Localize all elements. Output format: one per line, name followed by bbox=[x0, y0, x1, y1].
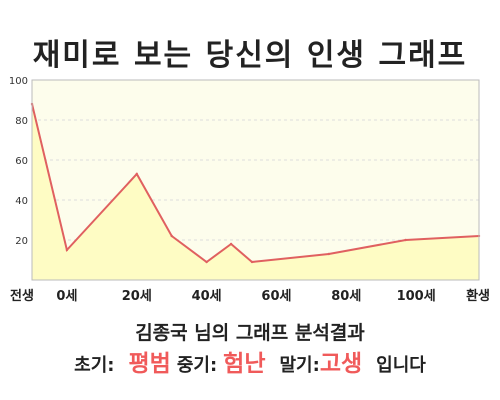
y-tick-label: 60 bbox=[15, 156, 28, 167]
late-stage-value: 고생 bbox=[319, 351, 363, 377]
x-tick-label: 40세 bbox=[192, 289, 222, 304]
analysis-result: 초기: 평범 중기: 험난 말기:고생 입니다 bbox=[0, 344, 500, 378]
data-point bbox=[229, 242, 233, 246]
early-stage-label: 초기: bbox=[74, 355, 115, 376]
y-tick-labels: 20 40 60 80 100 bbox=[9, 76, 28, 247]
x-tick-label: 환생 bbox=[466, 288, 490, 304]
analysis-title: 김종국 님의 그래프 분석결과 bbox=[135, 322, 365, 344]
page-title: 재미로 보는 당신의 인생 그래프 bbox=[32, 38, 468, 73]
data-point bbox=[327, 252, 331, 256]
late-stage-label: 말기: bbox=[279, 355, 320, 376]
plot-frame bbox=[31, 79, 480, 281]
x-tick-labels: 전생 0세 20세 40세 60세 80세 100세 환생 bbox=[10, 288, 490, 304]
data-point bbox=[65, 248, 69, 252]
y-tick-label: 40 bbox=[15, 196, 28, 207]
x-tick-label: 전생 bbox=[10, 288, 34, 304]
data-point bbox=[404, 238, 407, 242]
life-curve-line bbox=[31, 103, 480, 264]
middle-stage-label: 중기: bbox=[176, 355, 218, 376]
early-stage-value: 평범 bbox=[128, 351, 171, 377]
result-suffix: 입니다 bbox=[376, 355, 426, 376]
x-tick-label: 0세 bbox=[56, 289, 77, 304]
y-tick-label: 20 bbox=[15, 236, 28, 247]
data-point bbox=[135, 172, 138, 176]
life-curve-area bbox=[32, 104, 479, 280]
data-point bbox=[205, 260, 208, 264]
x-tick-label: 60세 bbox=[261, 289, 291, 304]
data-point bbox=[170, 234, 173, 238]
data-point bbox=[250, 260, 254, 264]
y-tick-label: 80 bbox=[15, 116, 28, 127]
x-tick-label: 80세 bbox=[331, 289, 361, 304]
middle-stage-value: 험난 bbox=[223, 351, 266, 377]
y-tick-label: 100 bbox=[9, 76, 28, 87]
x-tick-label: 100세 bbox=[397, 289, 436, 304]
x-tick-label: 20세 bbox=[122, 289, 152, 304]
